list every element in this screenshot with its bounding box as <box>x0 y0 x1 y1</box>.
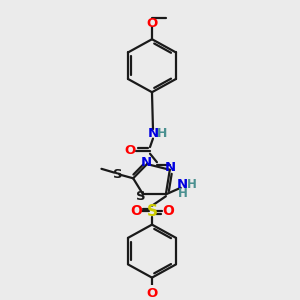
Text: O: O <box>146 287 158 300</box>
Text: N: N <box>147 127 158 140</box>
Text: S: S <box>146 204 158 219</box>
Text: N: N <box>140 156 152 169</box>
Text: O: O <box>130 204 142 218</box>
Text: O: O <box>146 16 158 30</box>
Text: H: H <box>157 127 167 140</box>
Text: S: S <box>113 168 123 181</box>
Text: O: O <box>124 144 136 158</box>
Text: H: H <box>187 178 196 191</box>
Text: N: N <box>177 178 188 191</box>
Text: O: O <box>162 204 174 218</box>
Text: S: S <box>136 190 146 203</box>
Text: H: H <box>178 187 188 200</box>
Text: N: N <box>165 161 176 174</box>
